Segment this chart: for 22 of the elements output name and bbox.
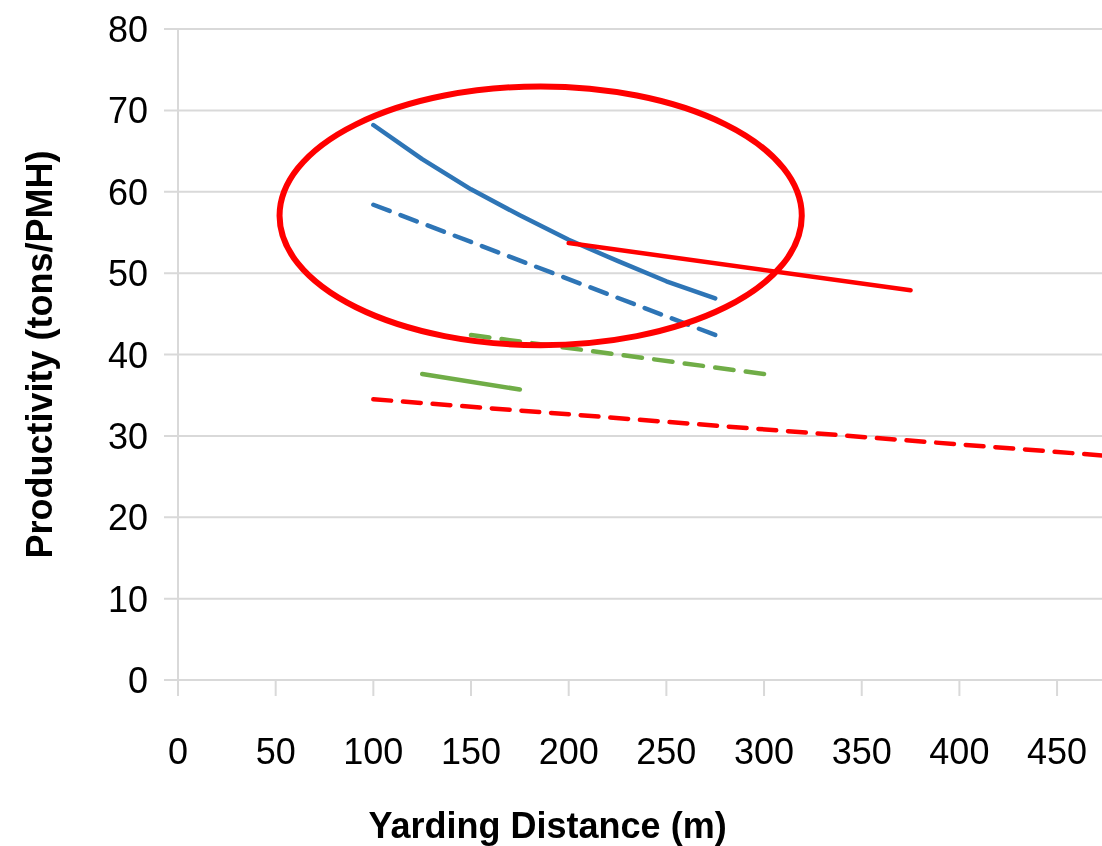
x-tick-label: 100: [343, 731, 404, 772]
y-tick-label: 60: [107, 171, 148, 213]
x-tick-label: 150: [440, 731, 502, 772]
x-tick-label: 200: [538, 731, 599, 772]
x-tick-label: 400: [929, 731, 990, 772]
y-axis-title: Productivity (tons/PMH): [19, 150, 60, 559]
x-tick-label: 300: [734, 731, 795, 772]
y-tick-label: 20: [107, 497, 148, 539]
y-tick-label: 70: [107, 90, 148, 132]
y-tick-label: 80: [107, 9, 148, 50]
y-tick-label: 0: [127, 660, 148, 701]
x-tick-label: 0: [167, 731, 189, 772]
x-tick-label: 450: [1027, 731, 1088, 772]
x-tick-label: 350: [831, 731, 892, 772]
x-axis-title: Yarding Distance (m): [368, 805, 727, 846]
line-series: [371, 122, 718, 301]
y-tick-label: 40: [107, 334, 148, 376]
y-tick-label: 50: [107, 253, 148, 295]
y-tick-label: 10: [107, 578, 148, 620]
x-tick-label: 250: [636, 731, 697, 772]
y-tick-label: 30: [107, 415, 148, 457]
x-tick-label: 50: [255, 731, 296, 772]
